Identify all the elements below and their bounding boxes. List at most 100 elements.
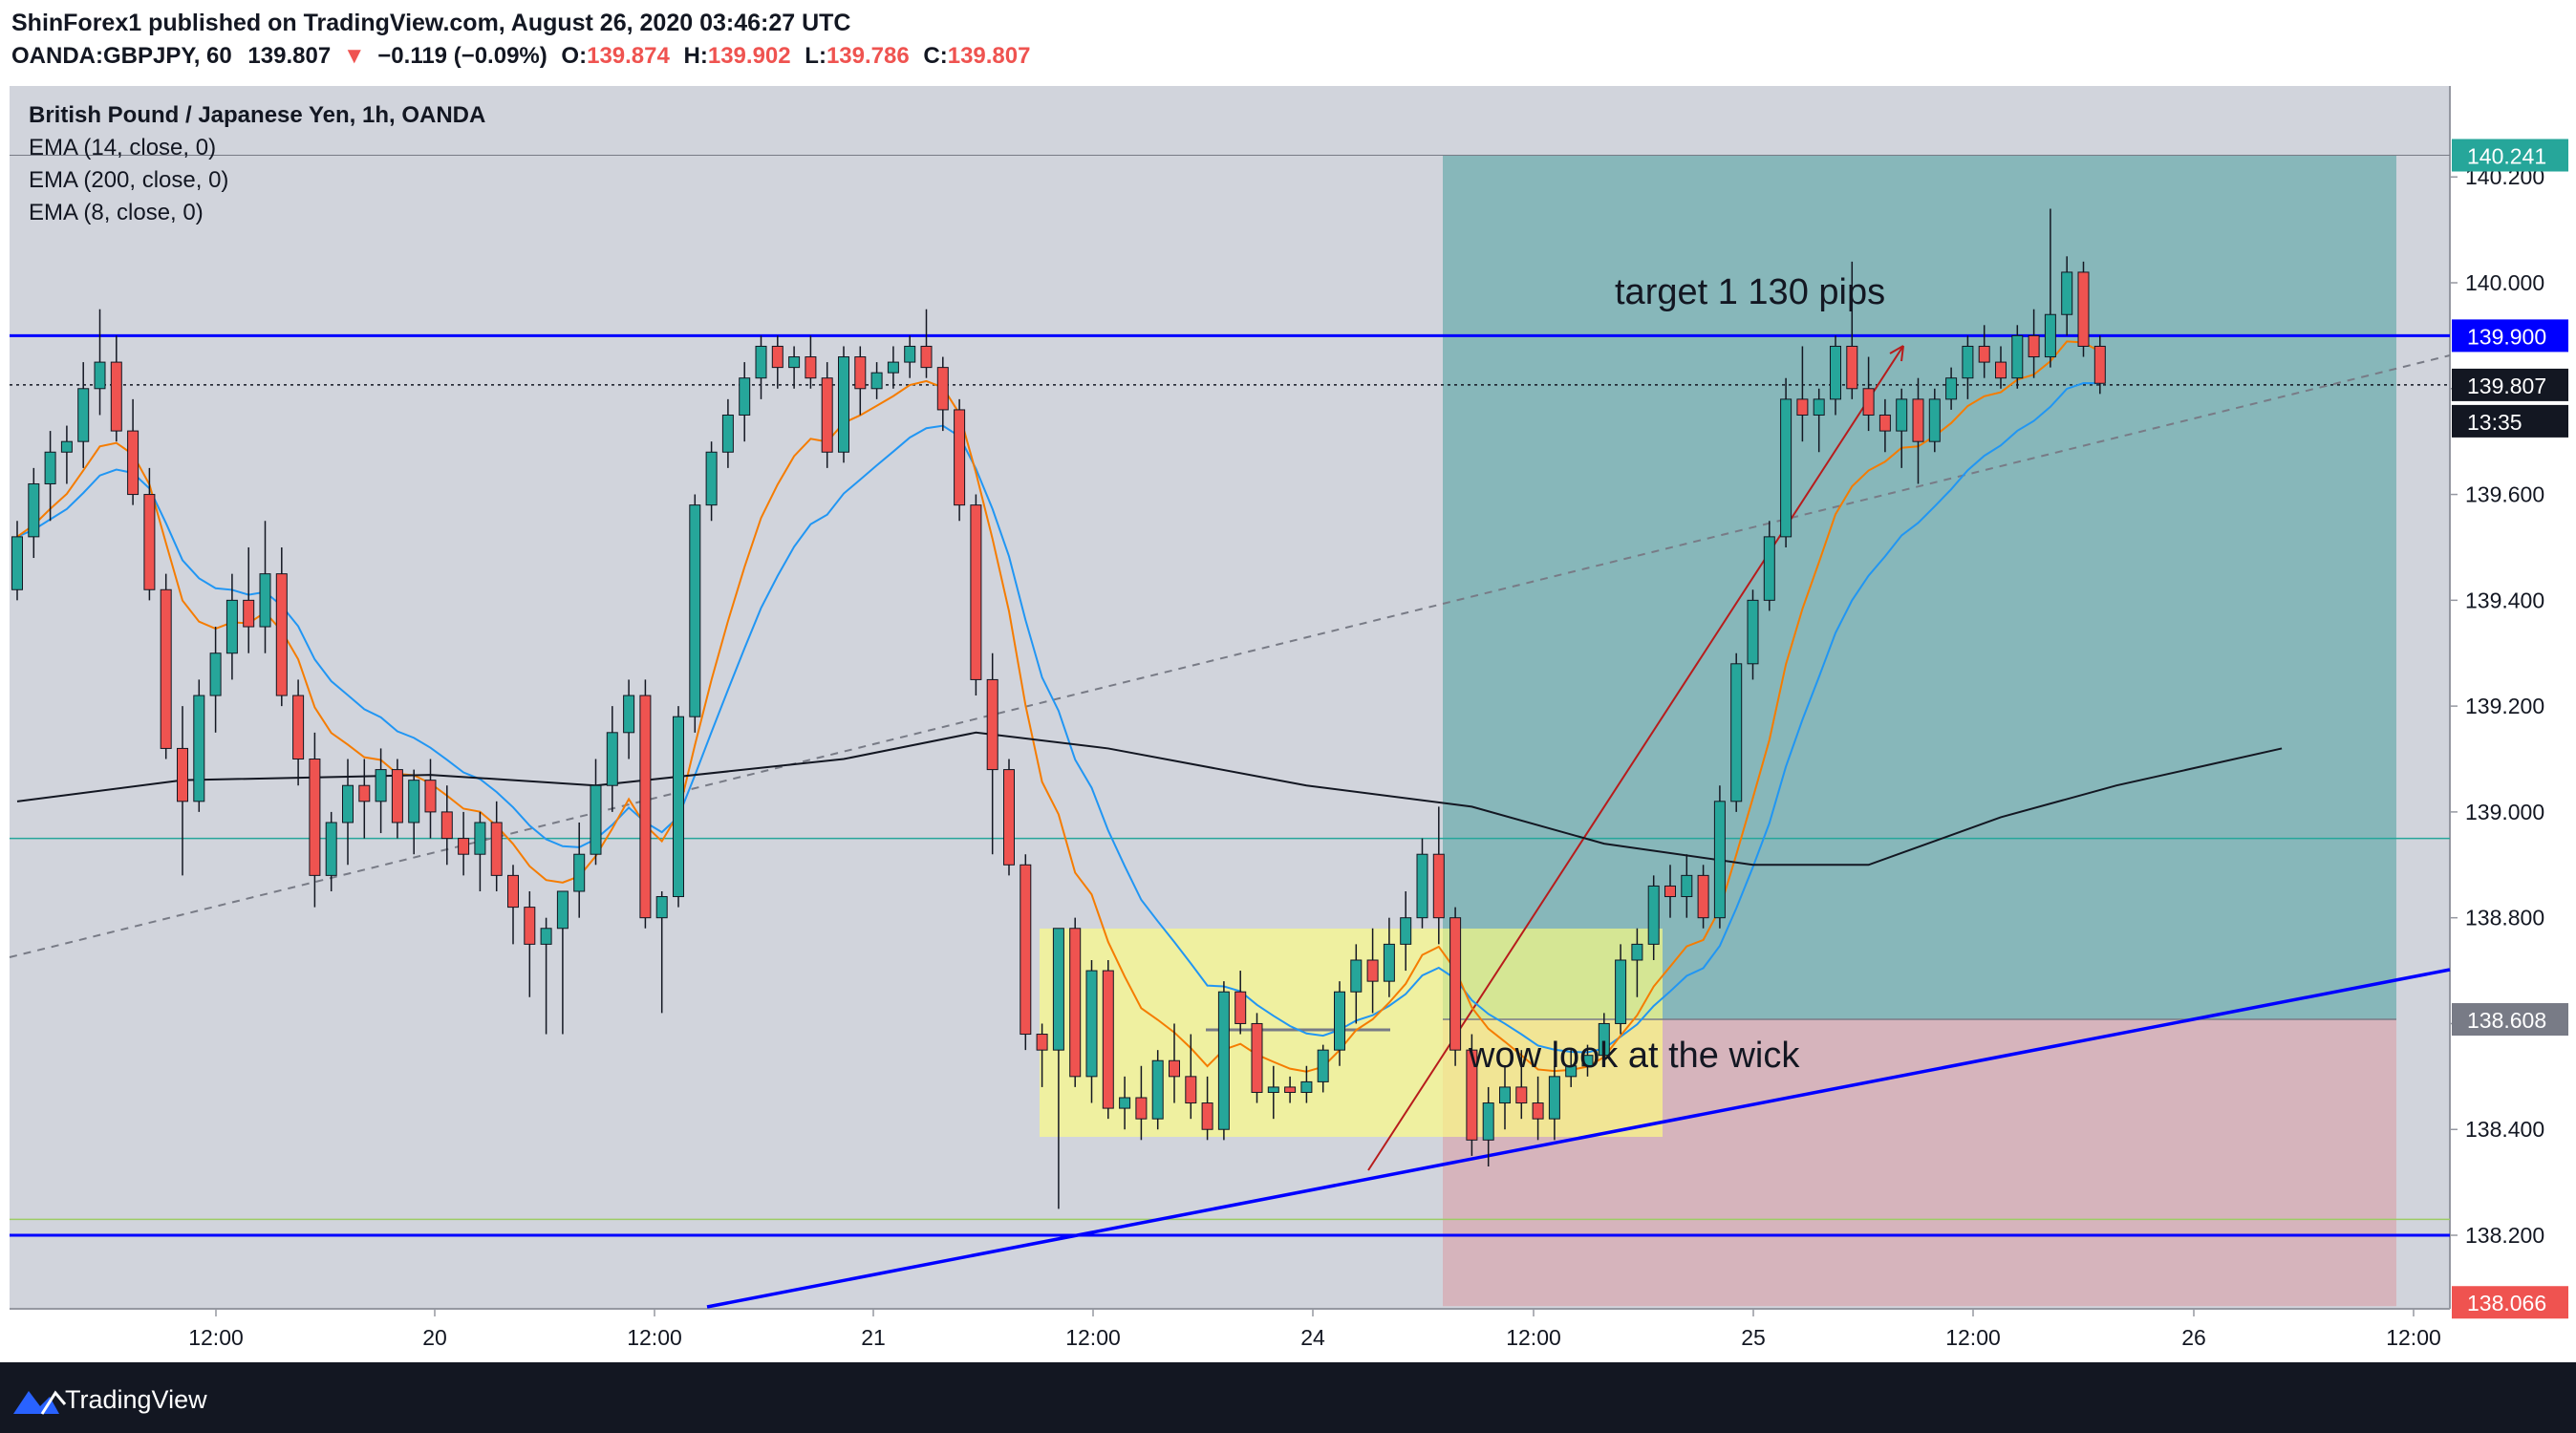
candle[interactable] [1681, 854, 1693, 918]
candle[interactable] [424, 759, 437, 839]
candle[interactable] [524, 890, 536, 997]
candle[interactable] [1697, 865, 1709, 929]
candle[interactable] [1400, 890, 1412, 972]
candle[interactable] [1169, 1023, 1180, 1103]
candle[interactable] [160, 573, 172, 759]
candle[interactable] [259, 521, 271, 653]
candle[interactable] [1020, 854, 1032, 1051]
candle[interactable] [1548, 1065, 1560, 1141]
ema200-line[interactable] [16, 731, 2283, 866]
candle[interactable] [936, 356, 949, 432]
candle[interactable] [805, 335, 817, 389]
candle[interactable] [1631, 928, 1643, 997]
candle[interactable] [986, 652, 998, 855]
candle[interactable] [673, 706, 684, 908]
candle[interactable] [391, 759, 403, 839]
candle[interactable] [721, 398, 734, 468]
candle[interactable] [1466, 1034, 1478, 1156]
candle[interactable] [177, 706, 188, 876]
candle[interactable] [1995, 346, 2007, 389]
candle[interactable] [556, 890, 569, 1035]
candle[interactable] [1978, 325, 1990, 378]
candle[interactable] [1085, 959, 1098, 1103]
candle[interactable] [1598, 1013, 1610, 1066]
candle[interactable] [1317, 1044, 1329, 1093]
rising-trendline[interactable] [706, 968, 2451, 1309]
candle[interactable] [705, 441, 718, 522]
candle[interactable] [1052, 928, 1064, 1209]
candle[interactable] [458, 811, 470, 876]
candle[interactable] [358, 759, 371, 839]
candle[interactable] [110, 335, 122, 442]
candle[interactable] [2077, 261, 2090, 357]
candle[interactable] [1284, 1076, 1297, 1103]
candle[interactable] [1813, 388, 1825, 453]
footer-brand[interactable]: TradingView [65, 1385, 207, 1414]
candle[interactable] [60, 425, 73, 484]
candle[interactable] [325, 811, 337, 891]
candle[interactable] [1366, 928, 1379, 1014]
candle[interactable] [1763, 521, 1775, 611]
candle[interactable] [1383, 917, 1395, 997]
symbol[interactable]: OANDA:GBPJPY, 60 [11, 43, 232, 69]
candle[interactable] [28, 467, 40, 559]
candle[interactable] [2093, 335, 2106, 395]
candle[interactable] [1532, 1076, 1544, 1141]
candle[interactable] [474, 811, 486, 891]
candle[interactable] [1846, 261, 1858, 399]
candle[interactable] [1036, 1023, 1048, 1087]
dashed-trendline[interactable] [9, 354, 2451, 958]
candle[interactable] [1780, 377, 1792, 547]
candle[interactable] [689, 494, 701, 733]
price-axis-bg[interactable] [2450, 86, 2574, 1309]
candle[interactable] [490, 801, 503, 891]
candle[interactable] [1747, 589, 1759, 680]
candle[interactable] [540, 917, 552, 1035]
candle[interactable] [1135, 1065, 1148, 1141]
candle[interactable] [1928, 388, 1941, 453]
candle[interactable] [507, 865, 519, 945]
candle[interactable] [44, 431, 56, 522]
candle[interactable] [606, 706, 618, 812]
candle[interactable] [2011, 325, 2024, 389]
candle[interactable] [1664, 865, 1676, 918]
candle[interactable] [1862, 356, 1875, 432]
candle[interactable] [408, 769, 420, 855]
candle[interactable] [788, 346, 801, 389]
candle[interactable] [1912, 377, 1924, 484]
candle[interactable] [1300, 1065, 1313, 1103]
candle[interactable] [1499, 1065, 1511, 1130]
candle[interactable] [1217, 981, 1230, 1141]
candle[interactable] [1515, 1050, 1528, 1120]
ema14-line[interactable] [16, 382, 2100, 1054]
candle[interactable] [225, 573, 238, 680]
candle[interactable] [2061, 256, 2073, 336]
legend-title[interactable]: British Pound / Japanese Yen, 1h, OANDA [29, 102, 485, 128]
candle[interactable] [1647, 875, 1660, 960]
candle[interactable] [623, 679, 635, 759]
candle[interactable] [821, 362, 833, 468]
candle[interactable] [887, 346, 899, 389]
tradingview-logo-icon[interactable] [13, 1390, 67, 1415]
candle[interactable] [1713, 785, 1726, 929]
candle[interactable] [1615, 944, 1627, 1035]
legend-ema8[interactable]: EMA (8, close, 0) [29, 200, 204, 225]
candle[interactable] [1962, 335, 1974, 399]
candle[interactable] [1896, 388, 1908, 468]
candle[interactable] [1482, 1086, 1494, 1167]
candle[interactable] [854, 346, 867, 416]
ema8-line[interactable] [16, 340, 2101, 1073]
candle[interactable] [954, 398, 966, 522]
candle[interactable] [1069, 917, 1082, 1087]
candle[interactable] [771, 335, 784, 389]
annotation-wick[interactable]: wow look at the wick [1468, 1036, 1800, 1076]
candle[interactable] [920, 309, 933, 378]
annotation-target[interactable]: target 1 130 pips [1615, 272, 1885, 312]
candle[interactable] [1830, 335, 1841, 416]
candle[interactable] [209, 627, 222, 733]
candle[interactable] [1350, 944, 1363, 1024]
candle[interactable] [11, 521, 23, 601]
candle[interactable] [77, 362, 90, 468]
candle[interactable] [590, 759, 602, 866]
candle[interactable] [1119, 1076, 1131, 1130]
